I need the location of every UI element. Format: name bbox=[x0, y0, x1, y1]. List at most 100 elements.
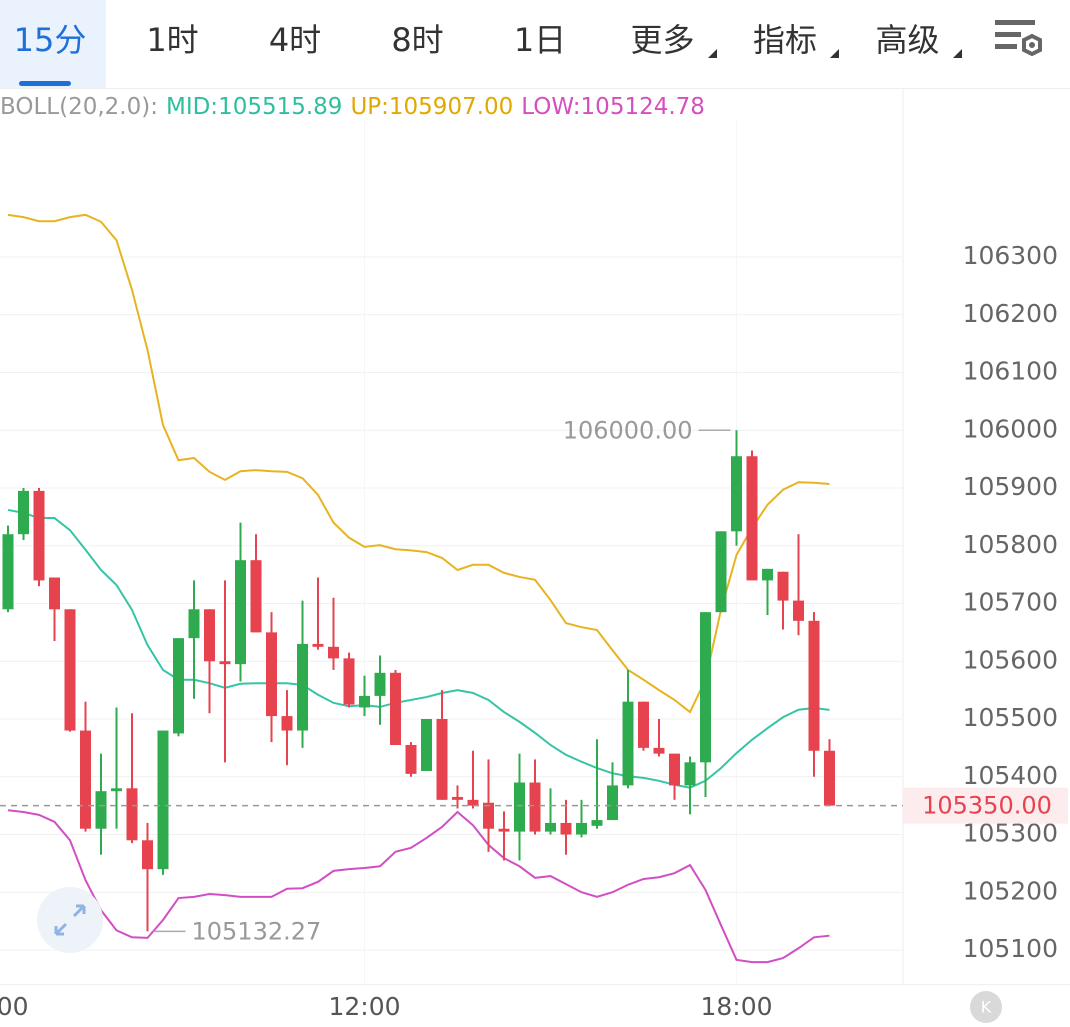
candle-body bbox=[64, 609, 76, 731]
tab-label: 更多 bbox=[630, 21, 695, 59]
y-tick-label: 105100 bbox=[963, 934, 1058, 963]
candle-body bbox=[545, 822, 556, 832]
candle-body bbox=[777, 571, 789, 601]
candle-body bbox=[700, 612, 711, 763]
timeframe-tab[interactable]: 8时 bbox=[362, 0, 474, 88]
candle-body bbox=[421, 719, 432, 771]
k-button[interactable]: K bbox=[970, 991, 1002, 1023]
x-tick-label: 06:00 bbox=[0, 992, 29, 1021]
candle-body bbox=[576, 822, 587, 835]
candle-body bbox=[452, 796, 463, 800]
candle-body bbox=[142, 840, 153, 870]
candle-body bbox=[467, 799, 479, 806]
legend-name: MID: bbox=[166, 94, 218, 120]
candle-body bbox=[529, 782, 541, 832]
tab-label: 指标 bbox=[752, 21, 817, 59]
candle-body bbox=[808, 620, 820, 751]
x-tick-label: 18:00 bbox=[700, 992, 772, 1021]
tab-label: 1日 bbox=[513, 21, 567, 59]
candle-body bbox=[297, 643, 308, 731]
low-label: 105132.27 bbox=[192, 917, 322, 945]
settings-icon[interactable] bbox=[992, 16, 1048, 60]
candle-body bbox=[219, 661, 231, 665]
candle-body bbox=[80, 730, 91, 829]
boll-line bbox=[7, 508, 830, 789]
y-tick-label: 105200 bbox=[963, 876, 1058, 905]
candle-body bbox=[157, 730, 169, 870]
tab-label: 15分 bbox=[13, 21, 87, 59]
candle-body bbox=[126, 788, 138, 841]
candle-body bbox=[607, 785, 618, 821]
candle-body bbox=[591, 820, 603, 826]
candle-body bbox=[638, 701, 649, 748]
candle-body bbox=[669, 753, 680, 786]
y-tick-label: 106000 bbox=[963, 414, 1058, 443]
candle-body bbox=[653, 747, 665, 754]
timeframe-tab[interactable]: 指标 bbox=[729, 0, 841, 88]
timeframe-tab[interactable]: 4时 bbox=[239, 0, 351, 88]
expand-button[interactable] bbox=[37, 887, 103, 953]
y-tick-label: 105600 bbox=[963, 645, 1058, 674]
candle-body bbox=[715, 531, 727, 613]
y-tick-label: 106200 bbox=[963, 299, 1058, 328]
candle-body bbox=[250, 560, 262, 633]
candle-body bbox=[390, 672, 401, 745]
y-tick-label: 105700 bbox=[963, 588, 1058, 617]
candle-body bbox=[266, 632, 277, 717]
x-tick-label: 12:00 bbox=[328, 992, 400, 1021]
legend-value: 105907.00 bbox=[389, 94, 513, 120]
boll-line bbox=[7, 809, 830, 964]
timeframe-tab[interactable]: 更多 bbox=[607, 0, 719, 88]
tab-label: 高级 bbox=[875, 21, 940, 59]
candle-body bbox=[33, 490, 45, 581]
candle-body bbox=[405, 744, 417, 774]
dropdown-arrow bbox=[830, 49, 839, 58]
y-tick-label: 105800 bbox=[963, 530, 1058, 559]
candle-body bbox=[731, 456, 742, 532]
candle-body bbox=[188, 609, 200, 639]
candle-body bbox=[343, 658, 355, 705]
candle-body bbox=[762, 568, 773, 581]
candle-body bbox=[824, 750, 835, 806]
candle-body bbox=[173, 638, 184, 734]
candle-body bbox=[622, 701, 634, 786]
expand-arrows bbox=[54, 904, 86, 936]
boll-line bbox=[7, 213, 830, 714]
candle-body bbox=[560, 822, 572, 835]
candle-body bbox=[684, 762, 696, 786]
y-tick-label: 106100 bbox=[963, 357, 1058, 386]
legend-value: 105124.78 bbox=[581, 94, 705, 120]
high-label: 106000.00 bbox=[563, 416, 693, 444]
candle-body bbox=[2, 534, 14, 610]
candle-body bbox=[436, 719, 448, 800]
k-label: K bbox=[981, 998, 992, 1017]
candle-body bbox=[49, 577, 60, 610]
indicator-name: BOLL(20,2.0): bbox=[0, 94, 158, 120]
last-price-tag bbox=[903, 787, 1068, 824]
legend-value: 105515.89 bbox=[218, 94, 342, 120]
dropdown-arrow bbox=[952, 49, 962, 58]
last-price-label: 105350.00 bbox=[922, 792, 1052, 820]
candle-body bbox=[483, 802, 494, 829]
candle-body bbox=[312, 643, 324, 647]
timeframe-tab[interactable]: 15分 bbox=[0, 0, 106, 88]
candle-body bbox=[374, 672, 386, 696]
y-tick-label: 105400 bbox=[963, 761, 1058, 790]
indicator-legend: BOLL(20,2.0): MID:105515.89 UP:105907.00 LO… bbox=[0, 94, 705, 120]
timeframe-tab[interactable]: 1时 bbox=[117, 0, 229, 88]
candle-body bbox=[111, 788, 122, 792]
candle-body bbox=[204, 609, 215, 662]
candle-body bbox=[793, 600, 804, 621]
candle-body bbox=[18, 490, 29, 535]
timeframe-tab[interactable]: 1日 bbox=[484, 0, 596, 88]
tab-label: 1时 bbox=[146, 21, 199, 59]
timeframe-tab[interactable]: 高级 bbox=[852, 0, 964, 88]
candle-body bbox=[328, 646, 339, 659]
candle-body bbox=[235, 560, 246, 665]
y-tick-label: 105500 bbox=[963, 703, 1058, 732]
legend-name: LOW: bbox=[521, 94, 580, 120]
y-tick-label: 105900 bbox=[963, 472, 1058, 501]
candle-body bbox=[514, 782, 525, 832]
candle-body bbox=[498, 828, 510, 832]
